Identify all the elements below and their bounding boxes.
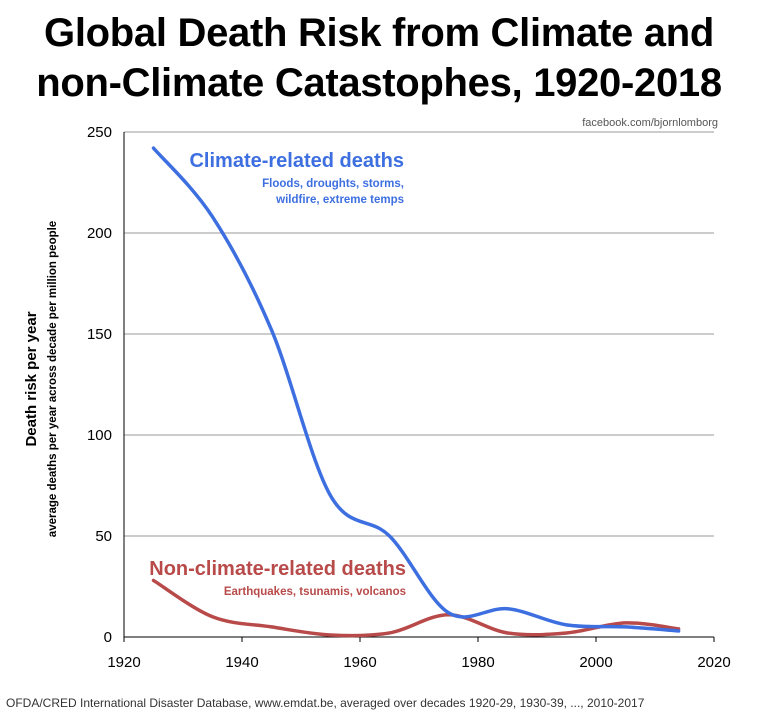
source-note: OFDA/CRED International Disaster Databas… bbox=[6, 696, 645, 710]
y-tick-label-100: 100 bbox=[87, 427, 112, 444]
climate-series-subtitle-2: wildfire, extreme temps bbox=[275, 194, 404, 206]
chart-title-line-2: non-Climate Catastophes, 1920-2018 bbox=[36, 61, 722, 105]
x-tick-label-2000: 2000 bbox=[579, 654, 612, 671]
credit-link[interactable]: facebook.com/bjornlomborg bbox=[582, 117, 718, 129]
x-tick-label-1960: 1960 bbox=[343, 654, 376, 671]
nonclimate-deaths-line bbox=[151, 578, 681, 638]
x-tick-label-1940: 1940 bbox=[225, 654, 258, 671]
tick-labels: 0 50 100 150 200 250 1920 1940 1960 1980 2000 2020 bbox=[87, 124, 731, 671]
chart-title-line-1: Global Death Risk from Climate and bbox=[44, 11, 714, 55]
y-tick-label-200: 200 bbox=[87, 225, 112, 242]
x-tick-label-1920: 1920 bbox=[107, 654, 140, 671]
y-axis-sublabel: average deaths per year across decade pe… bbox=[47, 221, 59, 537]
climate-series-label: Climate-related deaths bbox=[189, 150, 404, 172]
y-axis-label: Death risk per year bbox=[23, 311, 40, 446]
y-tick-label-50: 50 bbox=[95, 528, 112, 545]
climate-series-subtitle-1: Floods, droughts, storms, bbox=[262, 178, 404, 190]
nonclimate-series-label: Non-climate-related deaths bbox=[149, 558, 406, 580]
y-tick-label-0: 0 bbox=[104, 629, 112, 646]
series-lines bbox=[151, 146, 681, 638]
y-tick-label-250: 250 bbox=[87, 124, 112, 141]
x-tick-label-2020: 2020 bbox=[697, 654, 730, 671]
axes bbox=[123, 132, 714, 638]
x-tick-label-1980: 1980 bbox=[461, 654, 494, 671]
nonclimate-series-subtitle: Earthquakes, tsunamis, volcanos bbox=[224, 586, 406, 598]
y-tick-label-150: 150 bbox=[87, 326, 112, 343]
chart-title: Global Death Risk from Climate and non-C… bbox=[0, 8, 758, 108]
gridlines bbox=[124, 131, 714, 537]
